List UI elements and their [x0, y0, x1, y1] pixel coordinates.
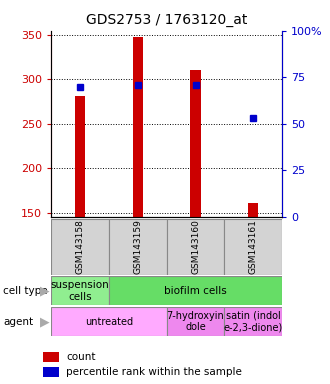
Bar — [248, 203, 258, 217]
Bar — [109, 276, 282, 305]
Bar — [167, 219, 224, 275]
Text: GSM143159: GSM143159 — [133, 219, 142, 274]
Text: satin (indol
e-2,3-dione): satin (indol e-2,3-dione) — [224, 311, 283, 333]
Text: GSM143158: GSM143158 — [76, 219, 84, 274]
Bar — [133, 37, 143, 217]
Text: percentile rank within the sample: percentile rank within the sample — [66, 367, 242, 377]
Bar — [167, 307, 224, 336]
Bar — [109, 219, 167, 275]
Text: 7-hydroxyin
dole: 7-hydroxyin dole — [167, 311, 224, 333]
Bar — [51, 307, 167, 336]
Text: suspension
cells: suspension cells — [50, 280, 110, 302]
Bar — [190, 70, 201, 217]
Bar — [75, 96, 85, 217]
Text: ▶: ▶ — [40, 285, 50, 297]
Text: count: count — [66, 352, 95, 362]
Text: untreated: untreated — [85, 316, 133, 327]
Text: biofilm cells: biofilm cells — [164, 286, 227, 296]
Text: agent: agent — [3, 316, 33, 327]
Bar — [224, 219, 282, 275]
Text: ▶: ▶ — [40, 315, 50, 328]
Text: GSM143160: GSM143160 — [191, 219, 200, 274]
Text: GSM143161: GSM143161 — [249, 219, 258, 274]
Text: cell type: cell type — [3, 286, 48, 296]
Bar — [51, 219, 109, 275]
Title: GDS2753 / 1763120_at: GDS2753 / 1763120_at — [86, 13, 248, 27]
Bar — [224, 307, 282, 336]
Bar — [51, 276, 109, 305]
